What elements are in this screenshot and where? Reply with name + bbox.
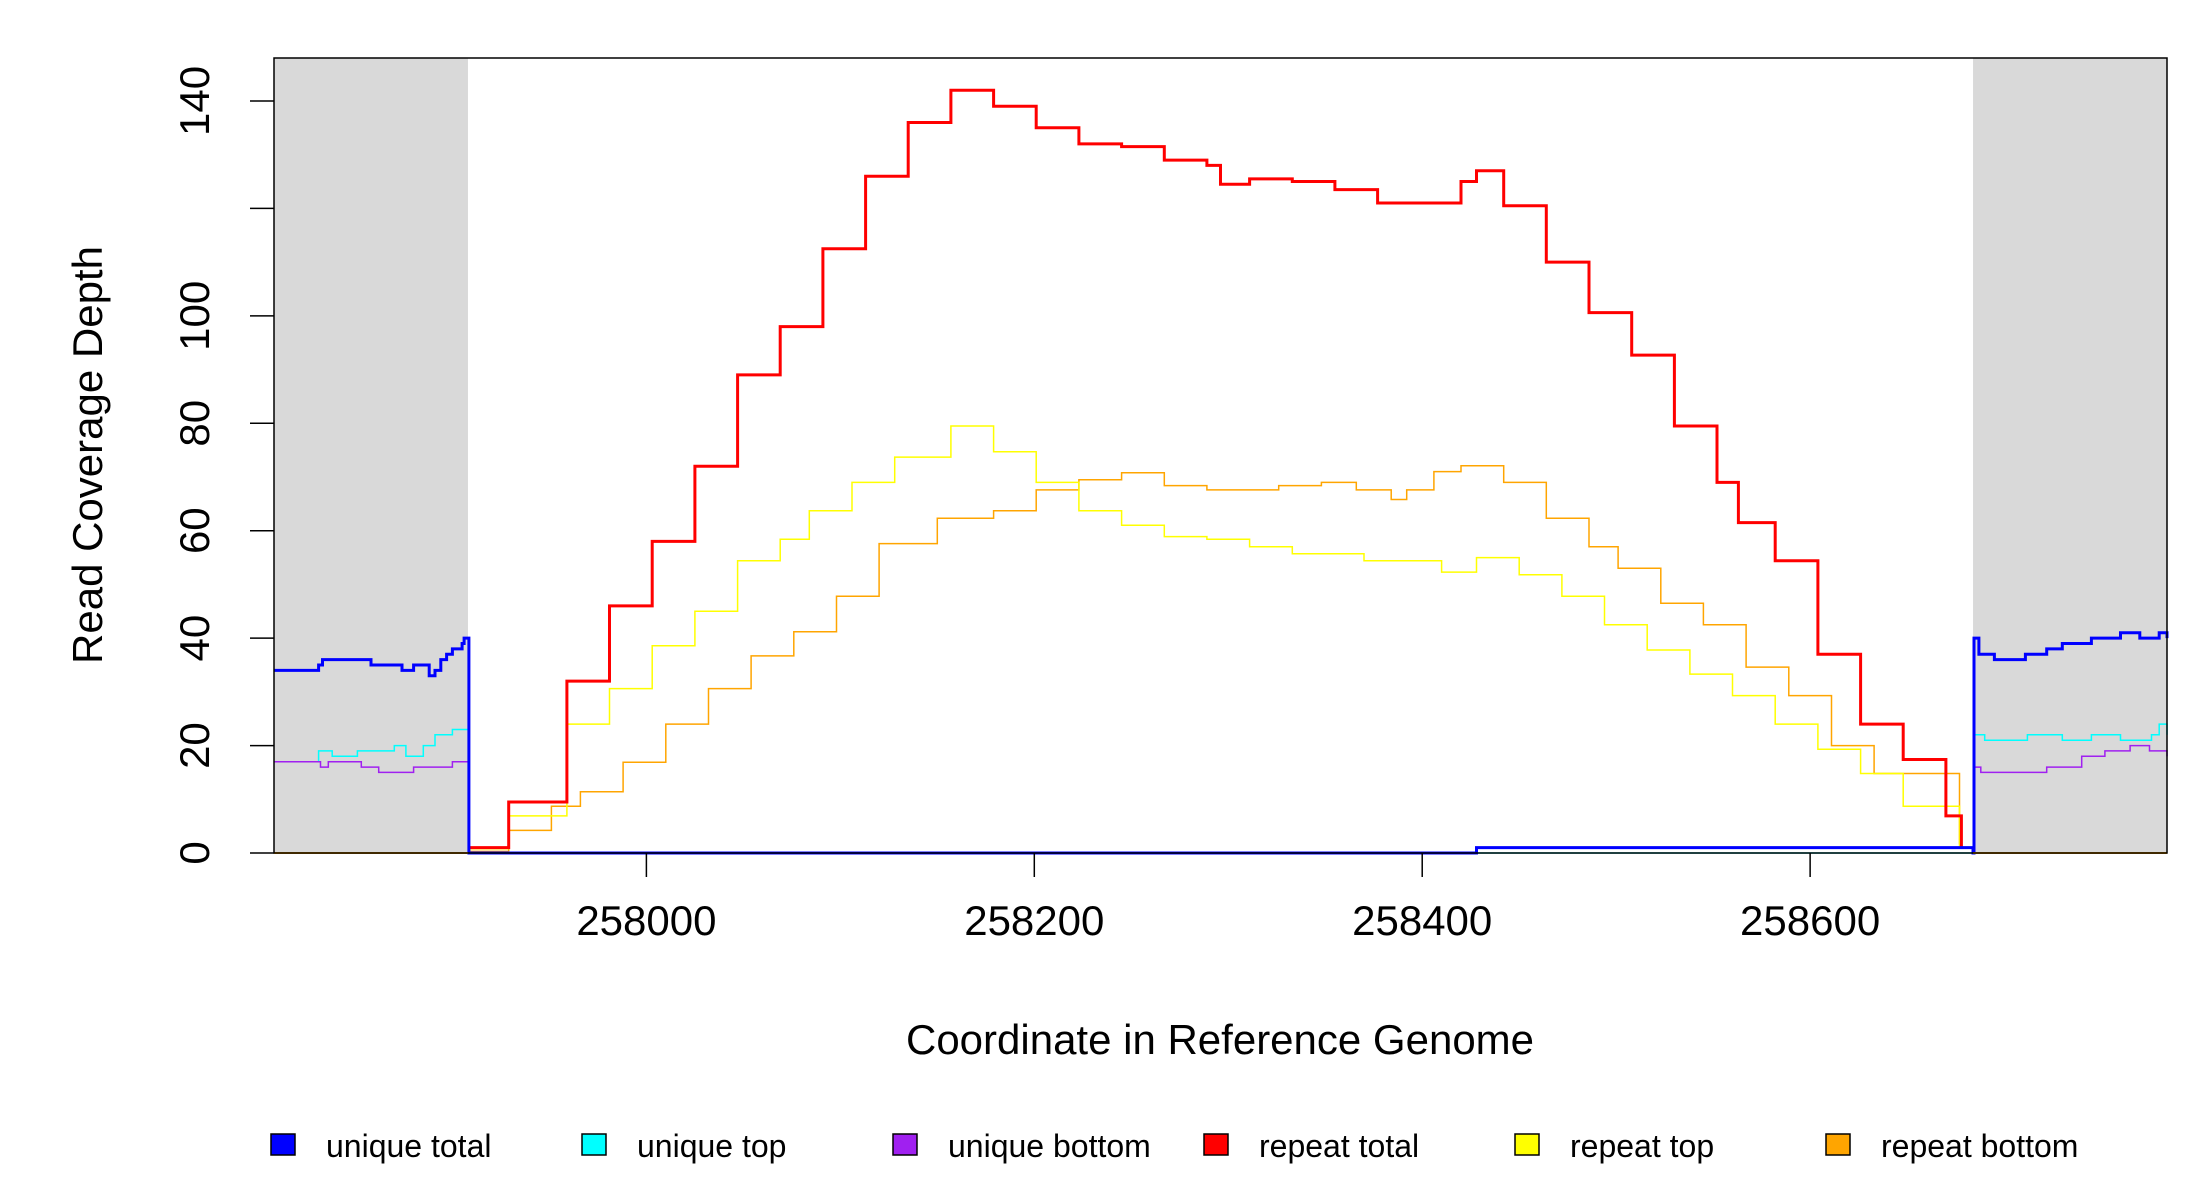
legend-label: repeat bottom (1881, 1128, 2078, 1164)
legend-swatch (270, 1133, 296, 1156)
series-line-repeat-top (468, 425, 1961, 850)
y-tick-label: 60 (171, 507, 218, 554)
x-axis-title: Coordinate in Reference Genome (906, 1016, 1534, 1063)
y-axis: 0 20 40 60 80 100 140 (171, 66, 274, 865)
legend-swatch (1514, 1133, 1540, 1156)
y-tick-label: 0 (171, 841, 218, 864)
y-tick-label: 100 (171, 281, 218, 351)
y-tick-label: 140 (171, 66, 218, 136)
x-tick-label: 258600 (1740, 897, 1880, 944)
legend: unique total unique top unique bottom repea… (270, 1128, 2078, 1164)
legend-swatch (1825, 1133, 1851, 1156)
x-tick-label: 258400 (1352, 897, 1492, 944)
series-line-unique-total (274, 631, 2169, 855)
series-line-repeat-bottom (468, 464, 1961, 853)
shaded-region (1973, 58, 2167, 853)
x-tick-label: 258000 (576, 897, 716, 944)
shaded-region (274, 58, 468, 853)
legend-label: repeat total (1259, 1128, 1419, 1164)
series-line-unique-top (274, 723, 2168, 854)
legend-label: unique top (637, 1128, 786, 1164)
legend-label: unique bottom (948, 1128, 1151, 1164)
y-axis-title: Read Coverage Depth (64, 246, 111, 664)
legend-swatch (1203, 1133, 1229, 1156)
y-tick-label: 80 (171, 400, 218, 447)
y-tick-label: 40 (171, 615, 218, 662)
plot-frame (273, 57, 2168, 854)
y-tick-label: 20 (171, 722, 218, 769)
series-lines (274, 88, 2169, 855)
legend-label: unique total (326, 1128, 491, 1164)
legend-swatch (892, 1133, 918, 1156)
x-tick-label: 258200 (964, 897, 1104, 944)
x-axis: 258000 258200 258400 258600 (576, 853, 1880, 944)
legend-label: repeat top (1570, 1128, 1714, 1164)
series-line-repeat-total (468, 88, 1963, 850)
shaded-regions (274, 58, 2167, 853)
legend-swatch (581, 1133, 607, 1156)
series-line-unique-bottom (274, 744, 2168, 854)
